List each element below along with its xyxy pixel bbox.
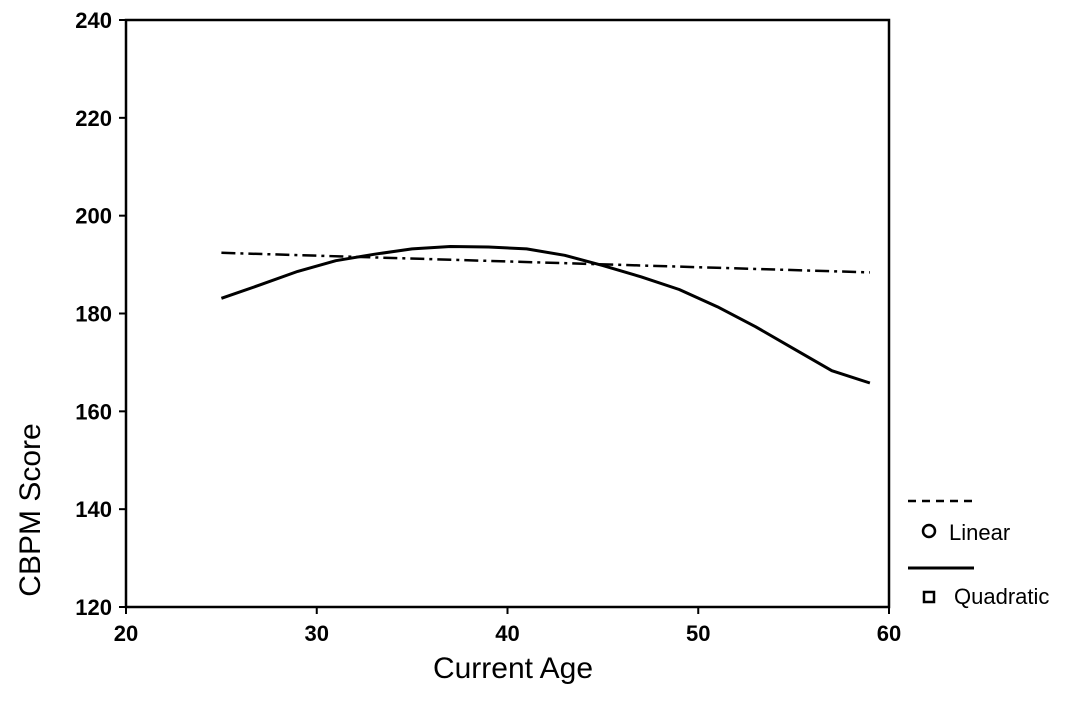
y-tick-label: 140: [75, 497, 112, 522]
y-tick-label: 200: [75, 204, 112, 229]
y-tick-label: 240: [75, 8, 112, 33]
legend-linear-marker: [921, 523, 937, 539]
y-axis-title: CBPM Score: [14, 423, 47, 596]
legend-quadratic-label: Quadratic: [954, 584, 1049, 609]
x-tick-label: 20: [114, 621, 138, 646]
series-line-linear: [221, 251, 870, 274]
x-tick-label: 30: [305, 621, 329, 646]
plot-frame: [124, 18, 891, 609]
x-axis-title: Current Age: [433, 652, 593, 685]
x-tick-label: 60: [877, 621, 901, 646]
y-tick-label: 180: [75, 302, 112, 327]
x-axis-ticks: 20 30 40 50 60: [114, 607, 901, 646]
legend-quadratic-marker: [922, 590, 936, 604]
series-layer: [220, 245, 871, 385]
x-tick-label: 50: [686, 621, 710, 646]
x-tick-label: 40: [495, 621, 519, 646]
y-tick-label: 120: [75, 595, 112, 620]
y-tick-label: 220: [75, 106, 112, 131]
y-axis-ticks: 120 140 160 180 200 220 240: [75, 8, 126, 620]
legend: Linear Quadratic: [908, 499, 1049, 609]
series-line-quadratic: [220, 245, 871, 385]
y-tick-label: 160: [75, 399, 112, 424]
legend-linear-label: Linear: [949, 520, 1010, 545]
